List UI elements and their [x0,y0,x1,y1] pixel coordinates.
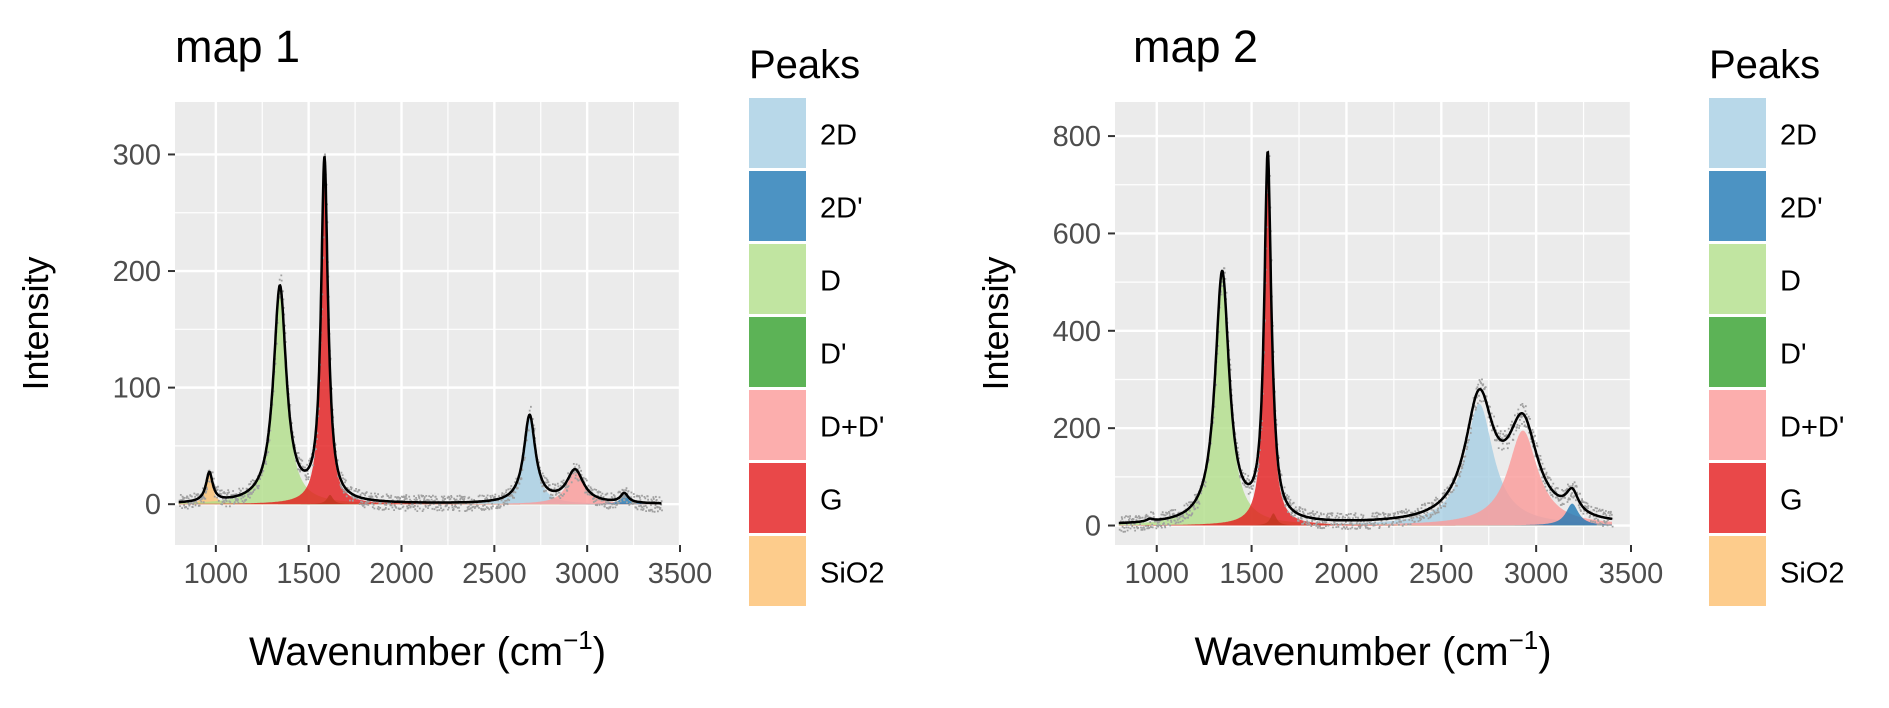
chart-panel-1: 1000 1500 2000 2500 3000 3500 0 100 200 300 map 1 I… [15,21,712,674]
legend-key [1709,171,1766,241]
y-axis-label: Intensity [975,256,1016,390]
legend-label: D+D' [1780,412,1844,444]
peak-area-2d [1118,403,1612,526]
chart-title: map 1 [175,21,300,72]
legend-label: 2D [1780,120,1817,152]
legend-label: G [820,485,843,517]
y-tick-label: 200 [113,256,161,288]
legend-label: D [820,266,841,298]
legend-key [749,463,806,533]
fitted-sum-line [178,155,662,505]
legend-label: 2D' [820,193,863,225]
legend-label: G [1780,485,1803,517]
legend-key [749,98,806,168]
chart-title: map 2 [1133,21,1258,72]
peak-area-d [1118,274,1612,526]
x-tick-label: 1000 [184,558,249,590]
legend-title: Peaks [749,43,860,87]
legend-key [749,317,806,387]
legend-key [1709,244,1766,314]
x-tick-label: 1000 [1124,558,1189,590]
x-tick-label: 1500 [1219,558,1284,590]
legend-title: Peaks [1709,43,1820,87]
legend-label: D [1780,266,1801,298]
y-tick-label: 600 [1053,218,1101,250]
legend-label: D+D' [820,412,884,444]
legend-label: 2D' [1780,193,1823,225]
peak-area-d-d- [1118,430,1612,526]
x-tick-label: 3500 [648,558,713,590]
x-tick-label: 3000 [555,558,620,590]
legend-key [749,244,806,314]
y-tick-label: 800 [1053,121,1101,153]
y-axis-label: Intensity [15,256,56,390]
y-tick-label: 200 [1053,413,1101,445]
chart-panel-2: 1000 1500 2000 2500 3000 3500 0 200 400 600 800 map… [975,21,1663,674]
x-tick-label: 2000 [1314,558,1379,590]
legend-2: Peaks 2D 2D' D D' D+D' G SiO2 [1709,43,1844,606]
y-tick-label: 300 [113,139,161,171]
legend-key [749,171,806,241]
plot-background [1115,102,1631,545]
x-tick-label: 3500 [1599,558,1664,590]
fitted-sum-line [1118,150,1613,525]
legend-key [749,390,806,460]
peak-area-2d- [1118,503,1612,526]
x-tick-label: 2500 [1409,558,1474,590]
legend-key [1709,463,1766,533]
legend-1: Peaks 2D 2D' D D' D+D' G SiO2 [749,43,884,606]
y-tick-label: 400 [1053,316,1101,348]
x-tick-label: 2000 [369,558,434,590]
y-tick-label: 0 [1085,511,1101,543]
legend-label: D' [820,339,846,371]
plot-background [175,102,680,545]
legend-key [1709,98,1766,168]
legend-label: SiO2 [820,558,884,590]
y-tick-label: 0 [145,489,161,521]
y-tick-label: 100 [113,373,161,405]
peak-area-2d- [178,494,662,505]
legend-label: 2D [820,120,857,152]
legend-label: D' [1780,339,1806,371]
peak-area-d [178,288,662,505]
legend-key [749,536,806,606]
x-tick-label: 1500 [276,558,341,590]
x-axis-label: Wavenumber (cm−1) [249,625,606,674]
x-axis-label: Wavenumber (cm−1) [1194,625,1551,674]
legend-key [1709,317,1766,387]
x-tick-label: 3000 [1504,558,1569,590]
legend-label: SiO2 [1780,558,1844,590]
x-tick-label: 2500 [462,558,527,590]
legend-key [1709,536,1766,606]
legend-key [1709,390,1766,460]
